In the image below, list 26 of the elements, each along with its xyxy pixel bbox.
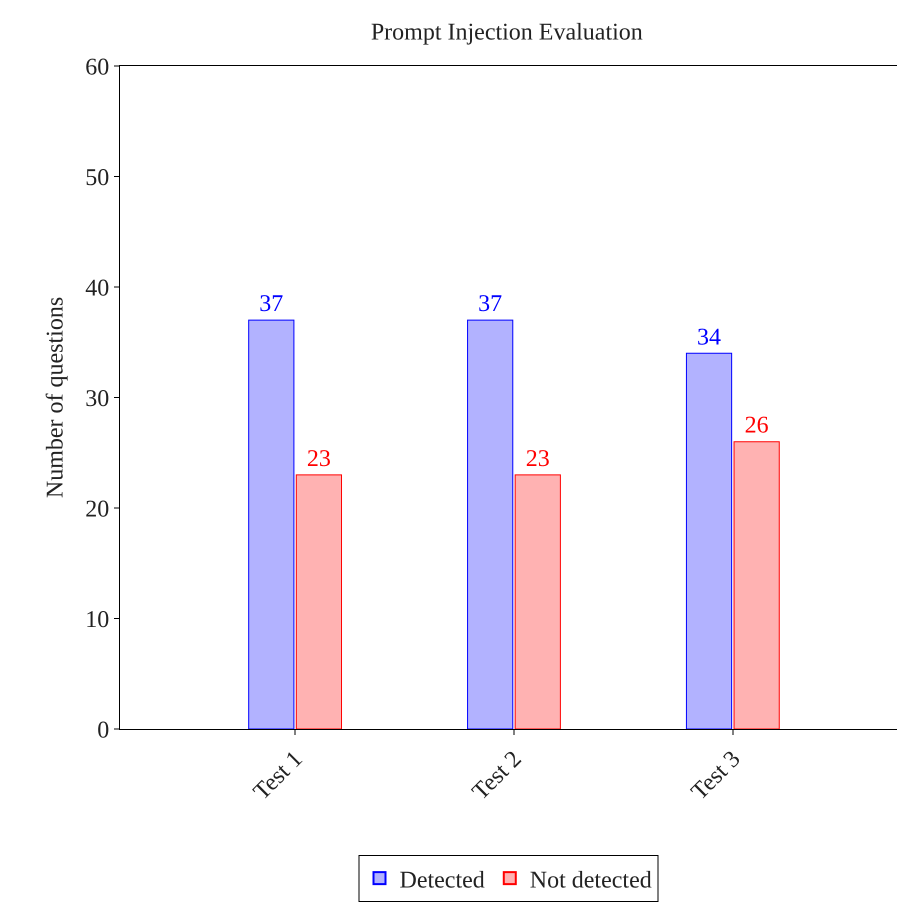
- data-label: 37: [259, 291, 284, 318]
- legend-label: Detected: [400, 867, 485, 894]
- bar: [734, 441, 780, 729]
- y-tick-label: 10: [85, 606, 110, 633]
- data-label: 23: [526, 446, 550, 472]
- y-tick-label: 40: [85, 275, 110, 302]
- y-tick-label: 30: [85, 386, 110, 412]
- legend-label: Not detected: [530, 867, 652, 894]
- data-label: 26: [744, 412, 769, 439]
- y-tick-label: 20: [85, 496, 110, 522]
- x-tick-label: Test 3: [686, 746, 746, 806]
- y-axis-title: Number of questions: [42, 296, 68, 498]
- chart-title: Prompt Injection Evaluation: [370, 19, 643, 46]
- x-tick-label: Test 2: [468, 746, 527, 806]
- bar: [467, 320, 514, 729]
- bar: [686, 352, 732, 729]
- data-label: 23: [306, 446, 331, 472]
- data-label: 37: [478, 291, 502, 318]
- y-tick-label: 60: [85, 54, 110, 80]
- bar: [514, 474, 561, 729]
- y-tick-label: 0: [97, 717, 110, 744]
- bar: [248, 320, 294, 729]
- bar: [296, 474, 342, 729]
- y-tick-label: 50: [85, 164, 110, 191]
- x-tick-label: Test 1: [248, 746, 308, 806]
- data-label: 34: [697, 324, 722, 350]
